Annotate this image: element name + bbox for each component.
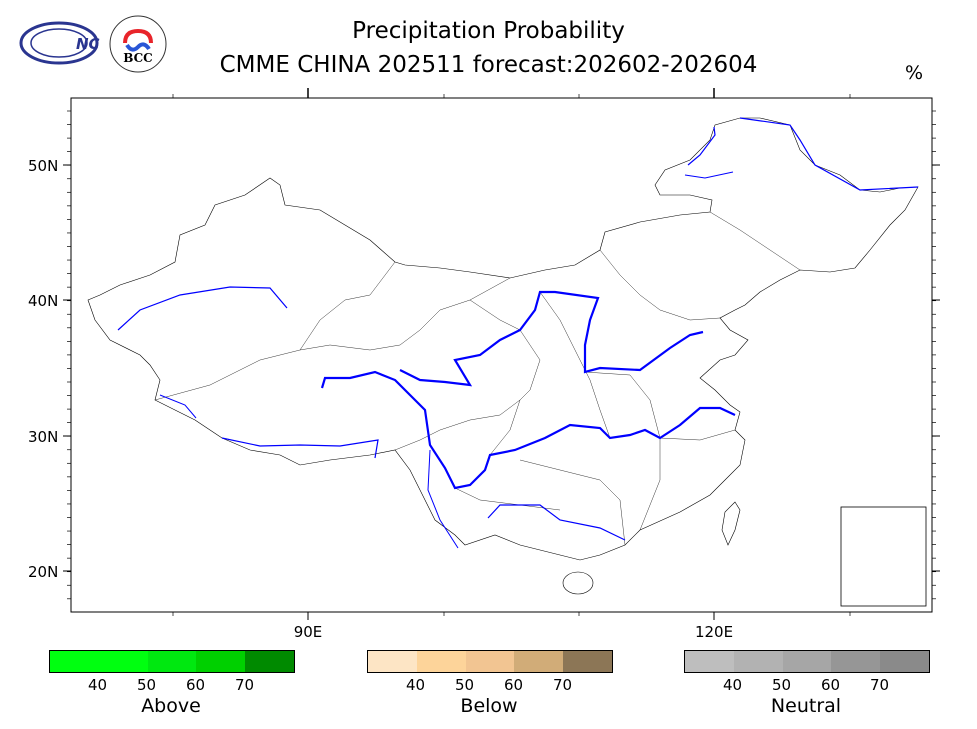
svg-text:BCC: BCC (123, 51, 152, 65)
colorbar-swatch (416, 651, 466, 672)
yarlung-river (221, 437, 379, 459)
tarim-river (117, 286, 288, 331)
chart-title: Precipitation Probability (352, 18, 625, 44)
colorbar-swatch (245, 651, 294, 672)
province-boundary (599, 249, 721, 321)
province-boundary (154, 261, 396, 401)
colorbar-tick-label: 50 (772, 676, 792, 694)
colorbar-swatch (196, 651, 246, 672)
chart-subtitle: CMME CHINA 202511 forecast:202602-202604 (219, 52, 758, 78)
lat-label-30n: 30N (28, 428, 58, 446)
colorbar-swatch (831, 651, 881, 672)
colorbar-tick-label: 70 (870, 676, 890, 694)
south-china-sea-inset (840, 506, 927, 607)
colorbar-tick-label: 60 (186, 676, 206, 694)
heilongjiang-river (687, 117, 919, 191)
colorbar-swatch (465, 651, 515, 672)
province-boundary (469, 299, 541, 456)
bcc-logo: BCC (108, 15, 168, 73)
yangtze-river (320, 370, 736, 490)
colorbar-swatch (685, 651, 734, 672)
colorbar-tick-label: 60 (504, 676, 524, 694)
lon-label-90e: 90E (294, 623, 323, 641)
colorbar-tick-label: 40 (406, 676, 426, 694)
neutral-colorbar (684, 650, 930, 673)
colorbar-swatch (50, 651, 148, 672)
map-frame (70, 97, 933, 613)
colorbar-swatch (880, 651, 929, 672)
province-boundary (299, 277, 511, 351)
indus-river (159, 394, 197, 419)
colorbar-swatch (368, 651, 417, 672)
colorbar-swatch (782, 651, 832, 672)
below-legend-title: Below (460, 695, 518, 717)
lat-label-20n: 20N (28, 563, 58, 581)
colorbar-swatch (563, 651, 612, 672)
colorbar-swatch (147, 651, 197, 672)
yellow-river (399, 290, 704, 387)
hainan-outline (562, 571, 594, 595)
province-boundary (584, 371, 661, 531)
china-outline (87, 117, 919, 561)
colorbar-swatch (733, 651, 783, 672)
below-colorbar (367, 650, 613, 673)
rivers (117, 117, 919, 549)
axis-ticks (63, 88, 940, 620)
province-boundary (539, 291, 611, 439)
province-boundary (659, 429, 736, 441)
colorbar-swatch (514, 651, 564, 672)
province-boundary (519, 459, 626, 546)
taiwan-outline (721, 501, 741, 546)
neutral-legend-title: Neutral (770, 695, 842, 717)
colorbar-tick-label: 50 (455, 676, 475, 694)
above-colorbar (49, 650, 295, 673)
province-boundary (709, 211, 801, 271)
province-boundary (454, 487, 561, 511)
lon-label-120e: 120E (695, 623, 733, 641)
above-legend-title: Above (141, 695, 201, 717)
songhua-river (684, 171, 734, 179)
colorbar-tick-label: 70 (235, 676, 255, 694)
mekong-river (427, 449, 459, 549)
unit-label: % (905, 62, 924, 84)
colorbar-tick-label: 70 (553, 676, 573, 694)
colorbar-tick-label: 50 (137, 676, 157, 694)
colorbar-tick-label: 40 (723, 676, 743, 694)
colorbar-tick-label: 40 (88, 676, 108, 694)
lat-label-40n: 40N (28, 292, 58, 310)
province-boundaries (154, 211, 801, 546)
colorbar-tick-label: 60 (821, 676, 841, 694)
province-boundary (394, 399, 521, 451)
pearl-river (487, 504, 626, 541)
lat-label-50n: 50N (28, 157, 58, 175)
